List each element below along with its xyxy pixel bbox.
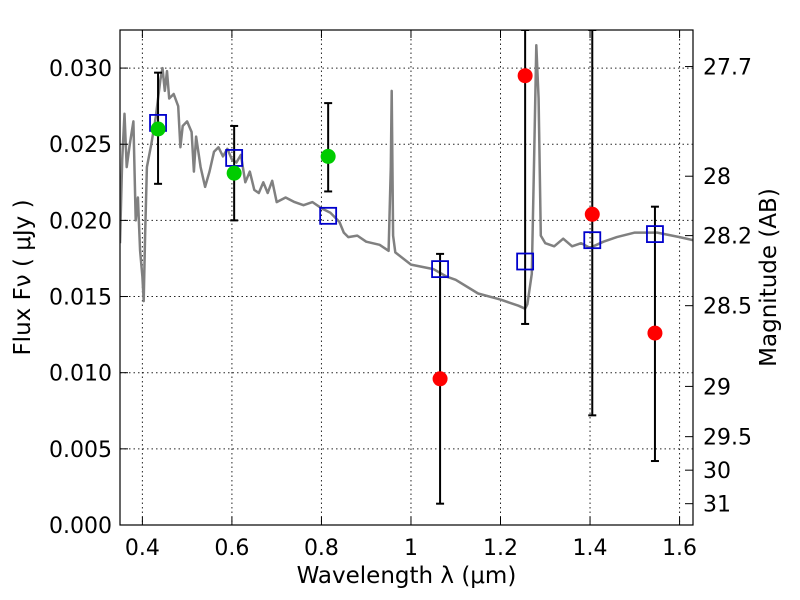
observed-green-point-0 xyxy=(150,121,166,137)
model-photometry-markers xyxy=(149,114,664,279)
model-photometry-marker-6 xyxy=(646,225,664,243)
y-axis-label: Flux Fν ( μJy ) xyxy=(10,199,36,355)
observed-green-point-1 xyxy=(226,165,242,181)
observed-red-point-0 xyxy=(432,371,448,387)
y-tick-label-0: 0.000 xyxy=(49,514,112,539)
model-spectrum xyxy=(120,43,693,310)
model-photometry-marker-2 xyxy=(319,206,338,225)
observed-red-point-2 xyxy=(584,206,600,222)
error-bars xyxy=(154,30,659,505)
observed-red-point-3 xyxy=(647,325,663,341)
x-tick-label-5: 1.4 xyxy=(573,536,608,561)
observed-red-point-1 xyxy=(517,68,533,84)
y2-tick-label-6: 30 xyxy=(703,459,731,484)
y2-tick-label-5: 29.5 xyxy=(703,426,752,451)
x-tick-label-0: 0.4 xyxy=(125,536,160,561)
x-tick-label-4: 1.2 xyxy=(483,536,518,561)
y-tick-label-4: 0.020 xyxy=(49,209,112,234)
observed-points xyxy=(150,68,663,387)
y2-tick-label-0: 27.7 xyxy=(703,56,752,81)
x-tick-label-1: 0.6 xyxy=(214,536,249,561)
y2-tick-label-4: 29 xyxy=(703,375,731,400)
x-tick-label-3: 1 xyxy=(404,536,418,561)
x-tick-label-2: 0.8 xyxy=(304,536,339,561)
y2-tick-label-2: 28.2 xyxy=(703,225,752,250)
y2-tick-label-1: 28 xyxy=(703,165,731,190)
y2-axis-label: Magnitude (AB) xyxy=(756,188,782,367)
model-photometry-marker-5 xyxy=(583,231,602,250)
model-photometry-marker-4 xyxy=(516,252,535,271)
y2-tick-label-3: 28.5 xyxy=(703,295,752,320)
grid xyxy=(120,30,693,526)
model-photometry-marker-3 xyxy=(431,260,449,279)
y-axis-ticks: 0.000 0.005 0.010 0.015 0.020 0.025 0.030 xyxy=(49,57,128,539)
y-tick-label-1: 0.005 xyxy=(49,438,112,463)
y-tick-label-5: 0.025 xyxy=(49,133,112,158)
y2-axis-ticks: 27.7 28 28.2 28.5 29 29.5 30 31 xyxy=(685,56,752,518)
x-axis-ticks: 0.4 0.6 0.8 1 1.2 1.4 1.6 xyxy=(125,30,697,561)
x-axis-label: Wavelength λ (μm) xyxy=(297,563,517,589)
y-tick-label-6: 0.030 xyxy=(49,57,112,82)
x-tick-label-6: 1.6 xyxy=(662,536,697,561)
spectrum-line xyxy=(120,43,693,310)
observed-green-point-2 xyxy=(320,148,336,164)
y-tick-label-3: 0.015 xyxy=(49,286,112,311)
y-tick-label-2: 0.010 xyxy=(49,362,112,387)
y2-tick-label-7: 31 xyxy=(703,493,731,518)
plot-frame xyxy=(119,29,694,526)
